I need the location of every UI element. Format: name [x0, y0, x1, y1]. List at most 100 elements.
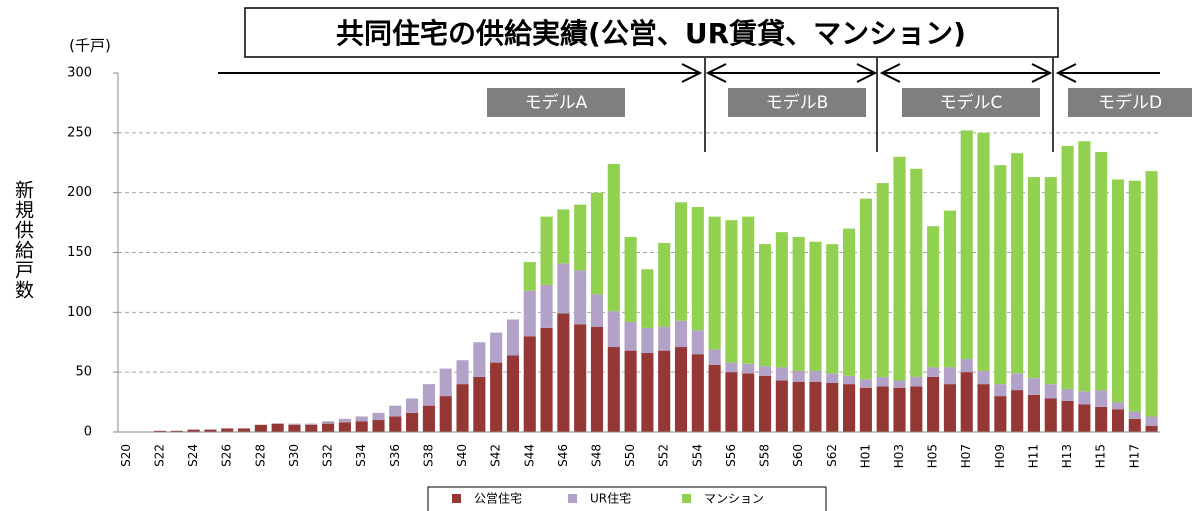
x-tick-label: H11	[1026, 444, 1040, 468]
x-tick-label: H09	[993, 444, 1007, 468]
bar	[1061, 145, 1074, 389]
x-tick-label: S62	[825, 444, 839, 467]
bar	[910, 386, 923, 432]
bar	[1078, 404, 1091, 432]
x-tick-label: S24	[186, 444, 200, 467]
bar	[859, 387, 872, 432]
bar	[725, 220, 738, 363]
bar	[674, 347, 688, 432]
bar	[658, 242, 671, 327]
bar	[322, 423, 335, 432]
bar	[758, 366, 772, 376]
bar	[372, 412, 385, 421]
bar	[725, 362, 738, 373]
bar	[658, 350, 671, 432]
bar	[843, 228, 856, 376]
model-label: モデルD	[1098, 92, 1162, 113]
bar	[943, 210, 956, 368]
bar	[792, 381, 805, 432]
bar	[927, 367, 940, 377]
bar	[708, 364, 721, 432]
y-tick-label: 50	[75, 365, 92, 380]
bar	[607, 163, 620, 312]
x-tick-label: H05	[926, 444, 940, 468]
model-box	[902, 88, 1040, 117]
bar	[927, 376, 940, 432]
y-tick-label: 250	[67, 125, 92, 140]
bar	[305, 424, 318, 432]
bar	[994, 384, 1007, 397]
x-tick-label: S38	[421, 444, 435, 467]
y-tick-label: 150	[67, 245, 92, 260]
bar	[456, 360, 469, 385]
y-tick-label: 300	[67, 66, 92, 81]
chart-title: 共同住宅の供給実績(公営、UR賃貸、マンション)	[336, 17, 966, 50]
legend-label: UR住宅	[590, 491, 631, 506]
bar	[960, 130, 973, 360]
title-box	[244, 7, 1059, 58]
bar	[153, 430, 167, 432]
bar	[1061, 400, 1074, 432]
legend-label: マンション	[704, 492, 764, 506]
bar	[775, 232, 788, 368]
bar	[1095, 151, 1108, 391]
bar	[960, 372, 973, 432]
bar	[523, 262, 536, 291]
bar	[960, 359, 973, 373]
bar	[422, 405, 435, 432]
bar	[389, 405, 402, 417]
x-tick-label: S36	[388, 444, 402, 467]
bar	[843, 375, 856, 385]
x-tick-label: H13	[1060, 444, 1074, 468]
bar	[725, 372, 738, 432]
bar	[1145, 171, 1158, 417]
bar	[691, 330, 704, 355]
x-tick-label: H03	[892, 444, 906, 468]
bar	[237, 428, 251, 432]
y-tick-label: 100	[67, 305, 92, 320]
bar	[826, 382, 839, 432]
bar	[523, 290, 536, 337]
model-label: モデルB	[766, 92, 829, 113]
bar	[1128, 411, 1141, 419]
arrow-head	[856, 63, 878, 83]
x-tick-label: H07	[959, 444, 973, 468]
bar	[439, 368, 452, 397]
bar	[490, 332, 503, 363]
bar	[843, 384, 856, 432]
x-tick-label: S56	[724, 444, 738, 467]
bar	[826, 373, 839, 383]
bar	[876, 183, 889, 377]
x-tick-label: S42	[489, 444, 503, 467]
bar	[742, 373, 755, 432]
x-tick-label: S50	[623, 444, 637, 467]
bar	[826, 244, 839, 374]
bar	[1128, 180, 1141, 412]
x-tick-label: S22	[153, 444, 167, 467]
bar	[910, 376, 923, 387]
bar	[708, 349, 721, 365]
bar	[859, 379, 872, 388]
bar	[607, 347, 620, 432]
y-tick-label: 200	[67, 185, 92, 200]
bar	[674, 202, 688, 321]
x-tick-label: S58	[758, 444, 772, 467]
legend-swatch	[682, 494, 691, 503]
bar	[641, 327, 654, 354]
bar	[691, 354, 704, 432]
arrow-head	[681, 63, 703, 83]
x-tick-label: S48	[589, 444, 603, 467]
bar	[624, 321, 637, 351]
bar	[540, 216, 553, 285]
bar	[691, 207, 704, 331]
bar	[406, 412, 419, 432]
bar	[674, 320, 688, 348]
bar	[876, 386, 889, 432]
model-box	[487, 88, 625, 117]
bar	[775, 380, 788, 432]
bar	[506, 355, 520, 432]
bar	[977, 384, 990, 432]
model-box	[1068, 88, 1192, 117]
bar	[355, 416, 368, 422]
bar	[557, 263, 570, 314]
